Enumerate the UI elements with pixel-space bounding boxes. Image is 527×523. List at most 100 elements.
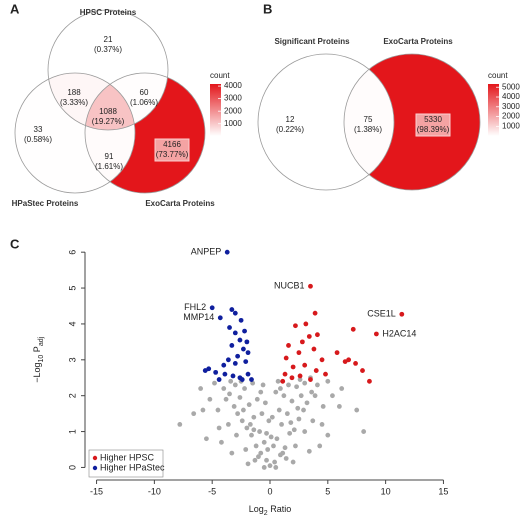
x-tick-label: 0 xyxy=(267,486,272,496)
x-tick-label: -5 xyxy=(208,486,216,496)
data-point xyxy=(271,443,276,449)
data-point xyxy=(274,436,280,442)
label-box xyxy=(415,113,451,137)
data-point xyxy=(200,407,206,413)
data-point xyxy=(258,450,264,456)
data-point xyxy=(228,378,234,384)
data-point xyxy=(245,350,251,356)
y-tick-label: 5 xyxy=(67,286,77,291)
data-point xyxy=(239,377,245,382)
data-point xyxy=(280,450,286,456)
region-percent: (1.61%) xyxy=(95,162,123,171)
venn-region xyxy=(85,73,135,193)
data-point xyxy=(227,391,232,397)
x-tick-label: 15 xyxy=(438,486,448,496)
point-label: CSE1L xyxy=(367,309,396,319)
y-tick-label: 2 xyxy=(67,393,77,398)
colorbar xyxy=(210,84,221,136)
set-name: ExoCarta Proteins xyxy=(145,199,215,208)
colorbar xyxy=(488,84,499,136)
data-point xyxy=(289,398,295,404)
data-point xyxy=(309,389,315,395)
data-point xyxy=(241,407,246,413)
data-point xyxy=(265,447,271,452)
data-point xyxy=(284,411,290,417)
data-point xyxy=(259,411,265,417)
data-point xyxy=(312,393,318,399)
data-point xyxy=(283,456,289,461)
point-label: H2AC14 xyxy=(382,328,416,338)
x-label-part: Ratio xyxy=(268,504,292,514)
set-name: HPaStec Proteins xyxy=(12,199,79,208)
y-label-part: adj xyxy=(38,336,45,346)
y-label-part: −Log xyxy=(32,362,42,382)
data-point xyxy=(302,362,308,368)
data-point xyxy=(304,400,310,406)
data-point xyxy=(229,450,235,456)
data-point xyxy=(288,420,294,425)
data-point xyxy=(225,421,231,427)
data-point xyxy=(298,393,304,399)
data-point xyxy=(339,386,345,391)
data-point xyxy=(221,362,227,368)
data-point xyxy=(272,459,278,465)
colorbar-tick-label: 2000 xyxy=(502,112,520,121)
region-percent: (3.33%) xyxy=(60,98,88,107)
data-point xyxy=(202,368,208,373)
point-label: FHL2 xyxy=(184,302,206,312)
data-point xyxy=(227,325,232,330)
data-point xyxy=(246,402,252,408)
data-point xyxy=(353,360,358,366)
data-point xyxy=(306,334,312,339)
region-percent: (1.38%) xyxy=(354,125,382,134)
data-point xyxy=(297,373,303,379)
data-point xyxy=(213,369,219,375)
colorbar-tick-label: 4000 xyxy=(224,81,242,90)
data-point xyxy=(308,377,313,382)
data-point xyxy=(273,465,279,470)
data-point xyxy=(225,357,231,363)
venn-outline xyxy=(14,72,136,194)
colorbar-title: count xyxy=(488,71,508,80)
data-point xyxy=(289,375,295,381)
data-point xyxy=(296,350,302,356)
x-tick-label: 5 xyxy=(325,486,330,496)
region-count: 1088 xyxy=(99,107,117,116)
data-point xyxy=(336,404,342,409)
data-point xyxy=(279,421,284,427)
colorbar-tick-label: 1000 xyxy=(502,121,520,130)
data-point xyxy=(245,461,251,467)
colorbar-tick-label: 1000 xyxy=(224,119,242,128)
data-point xyxy=(287,430,293,436)
data-point xyxy=(239,418,245,424)
data-point xyxy=(221,386,227,391)
data-point xyxy=(266,418,272,424)
data-point xyxy=(177,421,183,427)
label-box xyxy=(154,138,190,162)
data-point xyxy=(257,429,262,434)
data-point xyxy=(232,310,238,316)
region-count: 60 xyxy=(140,88,149,97)
region-percent: (98.39%) xyxy=(417,125,450,134)
legend-marker xyxy=(92,455,98,461)
data-point xyxy=(320,404,326,409)
data-point xyxy=(237,395,243,400)
data-point xyxy=(275,378,281,384)
y-tick-label: 4 xyxy=(67,321,77,326)
data-point xyxy=(238,317,244,323)
data-point xyxy=(264,430,269,436)
panel-label: C xyxy=(10,236,20,251)
data-point xyxy=(280,378,286,384)
data-point xyxy=(262,400,268,406)
y-tick-label: 3 xyxy=(67,357,77,362)
data-point xyxy=(367,378,372,384)
colorbar-tick-label: 4000 xyxy=(502,92,520,101)
data-point xyxy=(244,425,250,431)
data-point xyxy=(330,393,335,399)
x-tick-label: -15 xyxy=(90,486,103,496)
data-point xyxy=(230,373,236,379)
data-point xyxy=(245,371,251,377)
venn-outline xyxy=(47,9,169,131)
data-point xyxy=(282,445,288,451)
